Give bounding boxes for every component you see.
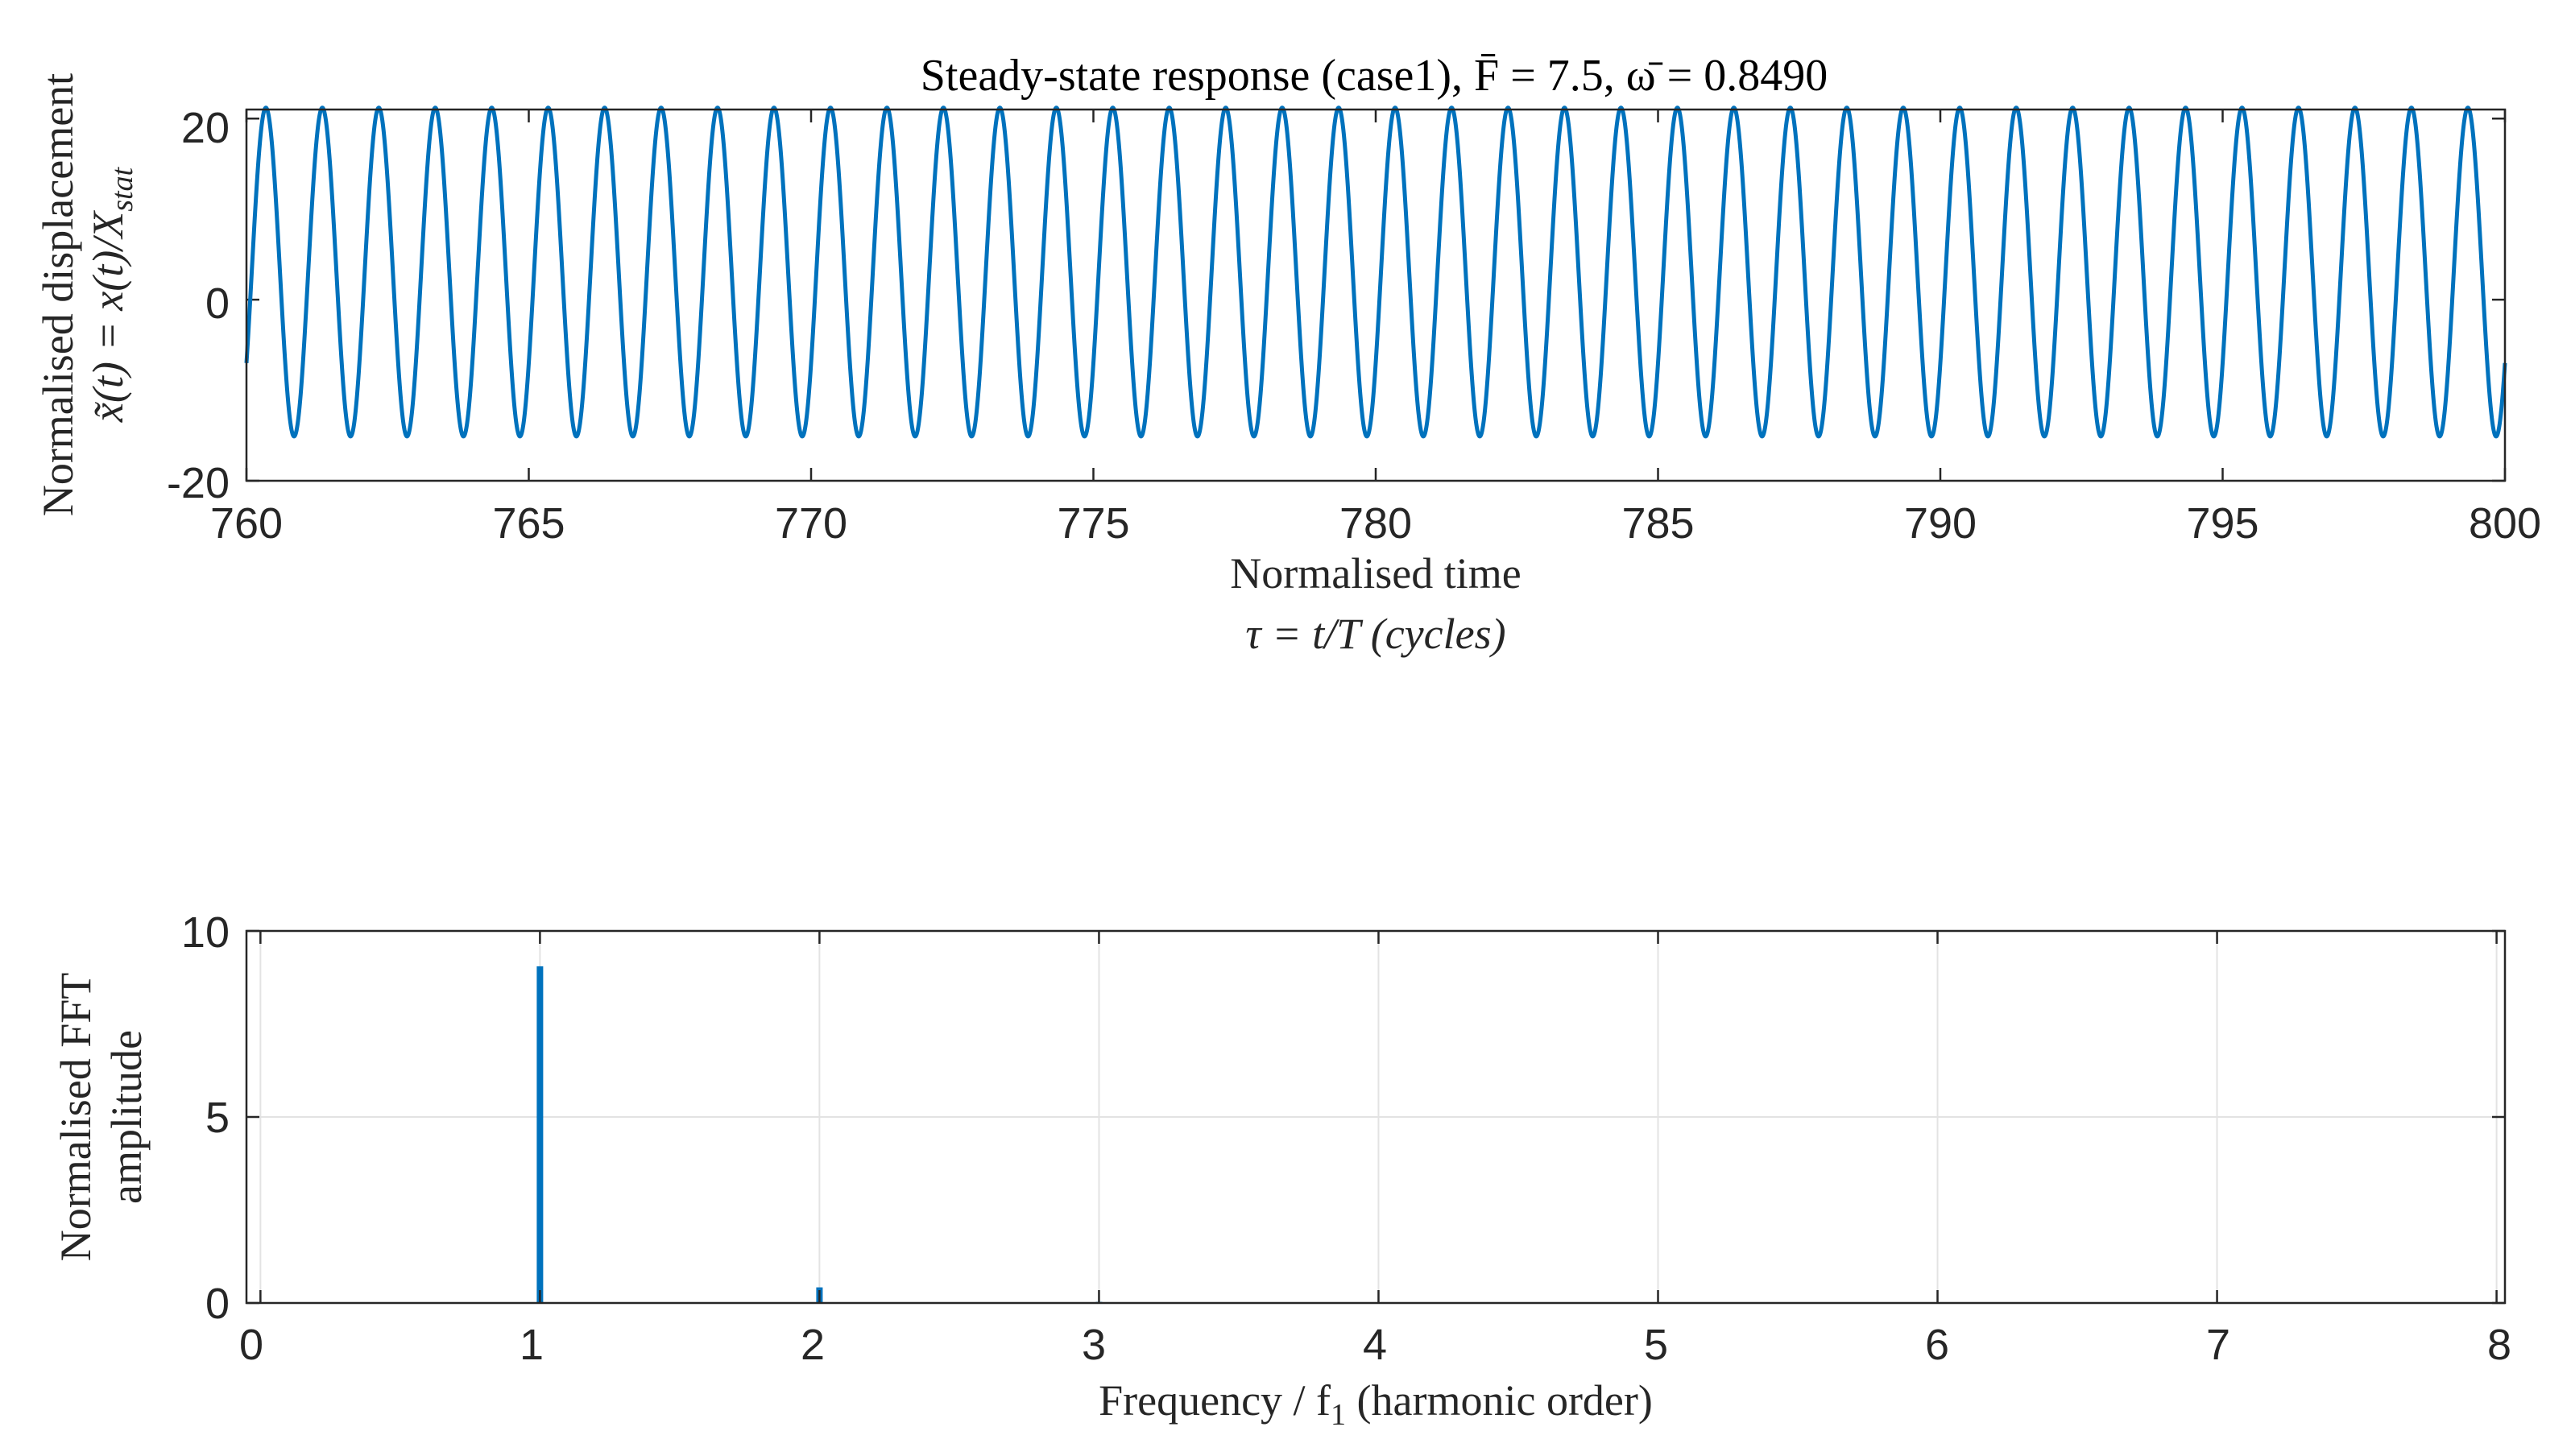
bottom-axes-box	[245, 929, 2507, 1305]
bottom-yaxis-label-line1: Normalised FFT	[52, 973, 100, 1262]
bottom-xtick-label: 4	[1363, 1321, 1387, 1369]
bottom-ytick-labels: 10 5 0	[181, 908, 230, 1328]
time-response-panel: Steady-state response (case1), F̄ = 7.5,…	[34, 51, 2541, 658]
bottom-yaxis-label-line2: amplitude	[102, 1030, 151, 1204]
top-ytick-labels: 20 0 -20	[167, 104, 230, 507]
bottom-ytick-label: 0	[205, 1280, 230, 1328]
top-xtick-label: 775	[1057, 499, 1129, 548]
top-xtick-label: 795	[2186, 499, 2258, 548]
bottom-xaxis-label: Frequency / f1 (harmonic order)	[1099, 1376, 1653, 1432]
bottom-xtick-labels: 0 1 2 3 4 5 6 7 8	[239, 1321, 2511, 1369]
top-ytick-label: -20	[167, 459, 230, 507]
bottom-yaxis-label-2: amplitude	[102, 1030, 151, 1204]
top-yaxis-label-main: x̃(t) = x(t)/X	[84, 210, 132, 423]
top-xtick-label: 800	[2469, 499, 2541, 548]
bottom-xtick-label: 7	[2206, 1321, 2230, 1369]
bottom-xtick-label: 6	[1925, 1321, 1949, 1369]
bottom-ytick-label: 5	[205, 1094, 230, 1142]
top-yaxis-label-line2: x̃(t) = x(t)/Xstat	[84, 166, 139, 423]
fft-bar	[536, 966, 544, 1303]
displacement-series-line	[244, 105, 2507, 439]
bottom-xaxis-label-prefix: Frequency / f	[1099, 1376, 1331, 1425]
top-yaxis-label-subscript: stat	[106, 166, 139, 211]
top-plot-area	[246, 110, 2505, 481]
top-xtick-label: 780	[1339, 499, 1412, 548]
top-xtick-labels: 760 765 770 775 780 785 790 795 800	[210, 499, 2541, 548]
bottom-xaxis-label-subscript: 1	[1331, 1398, 1346, 1432]
top-axes-box	[245, 108, 2507, 482]
top-xaxis-label-line2: τ = t/T (cycles)	[1245, 610, 1505, 658]
bottom-ytick-label: 10	[181, 908, 230, 957]
bottom-yaxis-label: Normalised FFT	[52, 973, 100, 1262]
bottom-xtick-label: 5	[1644, 1321, 1668, 1369]
top-yaxis-label: Normalised displacement	[34, 73, 82, 516]
top-ytick-label: 0	[205, 279, 230, 328]
top-yaxis-label-line1: Normalised displacement	[34, 73, 82, 516]
bottom-xtick-label: 1	[520, 1321, 544, 1369]
bottom-xaxis-label-suffix: (harmonic order)	[1346, 1376, 1653, 1425]
bottom-xtick-label: 3	[1082, 1321, 1106, 1369]
fft-panel: 10 5 0 0 1 2 3 4 5 6 7 8 Frequency / f1 …	[52, 908, 2511, 1432]
bottom-xtick-label: 2	[801, 1321, 825, 1369]
top-xtick-label: 760	[210, 499, 283, 548]
bottom-xtick-label: 8	[2487, 1321, 2511, 1369]
top-xtick-label: 785	[1621, 499, 1694, 548]
bottom-xtick-label: 0	[239, 1321, 263, 1369]
top-xtick-label: 790	[1904, 499, 1977, 548]
top-xaxis-label-line1: Normalised time	[1230, 549, 1521, 598]
top-xtick-label: 765	[492, 499, 565, 548]
top-chart-title: Steady-state response (case1), F̄ = 7.5,…	[921, 51, 1828, 101]
top-xtick-label: 770	[775, 499, 847, 548]
top-ytick-label: 20	[181, 104, 230, 152]
top-yaxis-label-2: x̃(t) = x(t)/Xstat	[84, 166, 139, 423]
